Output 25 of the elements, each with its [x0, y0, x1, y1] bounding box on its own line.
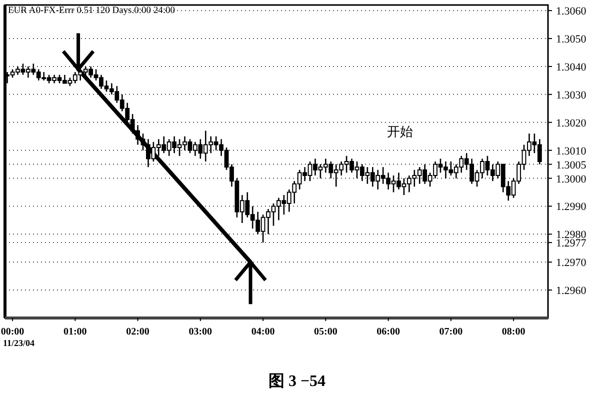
- y-tick-label: 1.3010: [556, 145, 587, 158]
- x-tick-label: 01:00: [63, 326, 87, 338]
- x-tick-label: 05:00: [314, 326, 338, 338]
- y-tick-label: 1.2970: [556, 257, 587, 270]
- x-tick-label: 03:00: [188, 326, 212, 338]
- x-tick-label: 08:00: [502, 326, 526, 338]
- y-tick-label: 1.3050: [556, 34, 587, 46]
- annotation: EUR A0-FX-Errr 0.51 120 Days.0:00 24:00: [8, 6, 176, 16]
- x-tick-label: 04:00: [251, 326, 275, 338]
- y-tick-label: 1.3030: [556, 89, 587, 102]
- x-tick-label: 06:00: [376, 326, 400, 338]
- y-tick-label: 1.3000: [556, 173, 587, 186]
- title: 图 3 −54: [268, 373, 326, 390]
- x-tick-label: 07:00: [439, 326, 463, 338]
- y-tick-label: 1.3005: [556, 159, 587, 172]
- y-tick-label: 1.2990: [556, 201, 587, 214]
- y-tick-label: 1.3060: [556, 6, 587, 18]
- annotation: 开始: [387, 125, 413, 140]
- y-tick-label: 1.3020: [556, 117, 587, 130]
- y-tick-label: 1.2977: [556, 238, 587, 250]
- y-tick-label: 1.2960: [556, 285, 587, 298]
- annotation: 11/23/04: [3, 338, 35, 348]
- x-tick-label: 00:00: [0, 326, 24, 338]
- x-tick-label: 02:00: [126, 326, 150, 338]
- y-tick-label: 1.3040: [556, 61, 587, 74]
